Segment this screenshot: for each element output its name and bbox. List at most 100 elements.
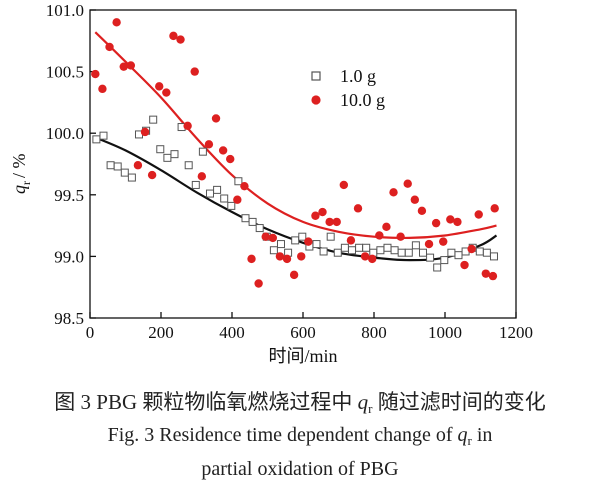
data-point-circle [218, 146, 228, 155]
data-point-circle [268, 233, 278, 243]
data-point-square [234, 177, 243, 186]
data-point-square [383, 243, 392, 252]
data-point-square [127, 173, 136, 182]
data-point-circle [254, 279, 263, 288]
data-point-square [347, 246, 356, 255]
data-point-square [433, 263, 442, 272]
data-point-square [149, 115, 158, 124]
data-point-circle [98, 84, 107, 94]
data-point-square [291, 236, 300, 245]
legend-marker-circle [311, 95, 321, 105]
data-point-circle [176, 35, 185, 44]
data-point-circle [133, 161, 143, 170]
data-point-square [120, 168, 129, 177]
data-point-circle [360, 252, 370, 261]
x-axis-label: 时间/min [268, 346, 337, 366]
data-point-circle [211, 114, 221, 123]
data-point-circle [490, 204, 499, 213]
data-point-circle [332, 217, 341, 227]
data-point-square [426, 253, 435, 262]
data-point-circle [304, 237, 313, 246]
data-point-circle [488, 271, 498, 281]
data-point-circle [247, 254, 256, 264]
data-point-square [113, 162, 122, 171]
y-tick-label: 99.5 [54, 186, 84, 205]
data-point-square [255, 224, 264, 233]
plot-frame [89, 9, 517, 319]
data-point-circle [339, 180, 349, 190]
y-tick-label: 98.5 [54, 309, 84, 328]
data-point-square [205, 189, 214, 198]
figure-caption-english-line1: Fig. 3 Residence time dependent change o… [107, 424, 493, 448]
data-point-circle [318, 207, 327, 217]
data-point-square [362, 243, 371, 252]
data-point-square [333, 248, 342, 257]
data-point-circle [140, 127, 150, 137]
data-point-square [184, 161, 193, 170]
data-point-circle [311, 211, 320, 220]
y-axis-label: qr / % [9, 153, 33, 194]
x-tick-label: 600 [290, 323, 316, 342]
chart: 0 200 400 600 800 1000 1200 98.5 99.0 99.5 100.0 10… [9, 1, 533, 366]
data-point-circle [275, 252, 285, 261]
figure-caption-chinese: 图 3 PBG 颗粒物临氧燃烧过程中 qr 随过滤时间的变化 [54, 390, 546, 416]
data-point-square [269, 246, 278, 255]
data-point-circle [439, 237, 448, 246]
data-point-square [440, 256, 449, 265]
axis-labels: 时间/min qr / % [9, 153, 338, 366]
data-point-square [163, 153, 172, 162]
data-point-circle [410, 195, 420, 204]
data-point-circle [147, 170, 157, 180]
data-point-circle [169, 31, 178, 41]
y-tick-label: 101.0 [46, 1, 84, 20]
data-point-circle [431, 218, 441, 228]
data-point-circle [396, 232, 405, 241]
data-point-circle [282, 254, 292, 264]
data-point-circle [240, 181, 249, 191]
data-point-circle [289, 270, 299, 280]
data-point-square [106, 161, 115, 170]
y-axis-symbol: q [9, 185, 29, 194]
x-tick-label: 1000 [428, 323, 462, 342]
data-point-circle [474, 210, 483, 219]
data-point-circle [105, 42, 114, 52]
x-tick-label: 800 [361, 323, 387, 342]
data-point-circle [453, 217, 462, 227]
data-point-square [92, 135, 101, 144]
legend-label: 1.0 g [340, 66, 376, 86]
data-point-square [454, 251, 463, 260]
data-point-square [298, 232, 307, 241]
figure-caption-english-line2: partial oxidation of PBG [201, 458, 399, 480]
legend-label: 10.0 g [340, 90, 385, 110]
data-point-circle [375, 231, 384, 240]
data-point-circle [233, 195, 242, 204]
data-point-square [411, 241, 420, 250]
data-point-square [404, 248, 413, 257]
data-point-square [390, 246, 399, 255]
data-point-square [447, 248, 456, 257]
data-point-circle [119, 62, 128, 71]
data-point-square [418, 248, 427, 257]
y-tick-label: 99.0 [54, 247, 84, 266]
axes: 0 200 400 600 800 1000 1200 98.5 99.0 99.5 100.0 10… [46, 1, 533, 342]
data-point-square [355, 243, 364, 252]
y-axis-subscript: r [19, 181, 33, 185]
data-point-circle [446, 215, 455, 224]
data-point-square [248, 217, 257, 226]
legend-marker-square [311, 71, 321, 81]
data-point-circle [353, 204, 363, 213]
data-point-circle [389, 188, 398, 197]
data-point-circle [417, 206, 427, 216]
data-point-circle [368, 254, 377, 264]
data-point-circle [204, 140, 214, 149]
data-point-square [213, 185, 222, 194]
data-point-circle [382, 222, 391, 232]
data-point-circle [481, 269, 491, 278]
data-point-circle [297, 252, 306, 261]
data-point-square [276, 240, 285, 249]
data-point-square [220, 194, 229, 203]
data-point-square [482, 248, 491, 257]
data-point-square [376, 246, 385, 255]
data-points [91, 18, 499, 288]
fit-curve-series-2 [94, 31, 497, 240]
